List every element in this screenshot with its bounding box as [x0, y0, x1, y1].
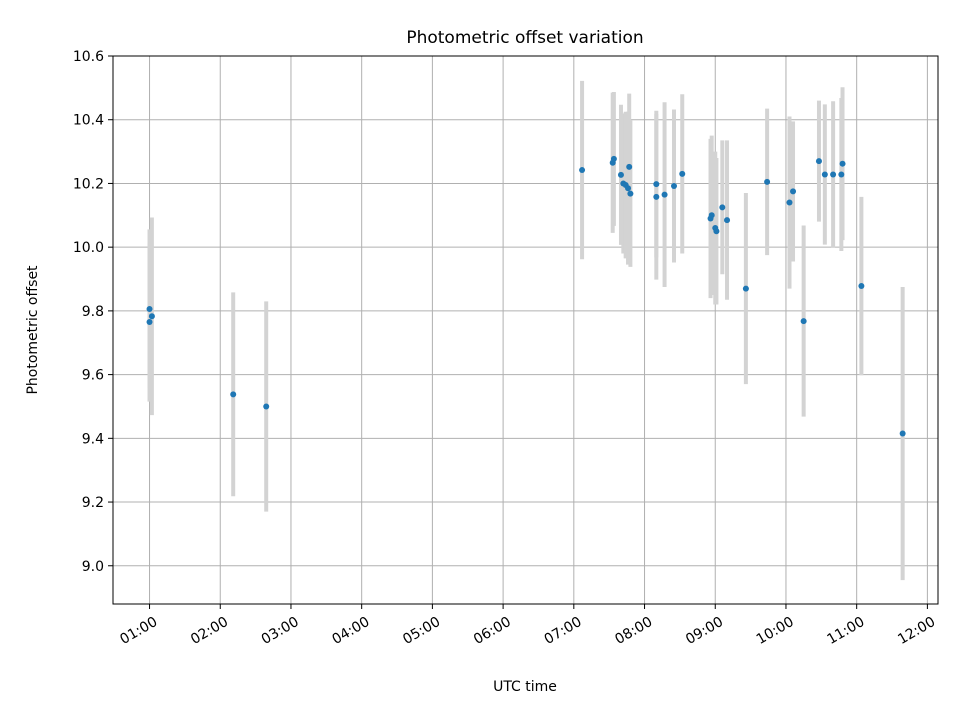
data-points	[146, 155, 906, 437]
data-point	[653, 193, 660, 200]
y-tick-label: 9.8	[82, 304, 104, 320]
y-axis-label: Photometric offset	[25, 265, 41, 395]
data-point	[579, 167, 586, 174]
data-point	[679, 170, 686, 177]
data-point	[719, 204, 726, 211]
y-tick-label: 9.2	[82, 495, 104, 511]
y-tick-label: 10.4	[73, 113, 104, 129]
y-tick-label: 9.4	[82, 431, 104, 447]
data-point	[821, 171, 828, 178]
data-point	[815, 158, 822, 165]
data-point	[708, 212, 715, 219]
data-point	[838, 171, 845, 178]
data-point	[764, 178, 771, 185]
data-point	[626, 163, 633, 170]
data-point	[263, 403, 270, 410]
data-point	[230, 391, 237, 398]
y-axis: 9.0 9.2 9.4 9.6 9.8 10.0 10.2 10.4 10.6	[73, 49, 113, 575]
data-point	[610, 155, 617, 162]
y-tick-label: 9.0	[82, 559, 104, 575]
data-point	[627, 190, 634, 197]
data-point	[713, 228, 720, 235]
data-point	[830, 171, 837, 178]
data-point	[790, 188, 797, 195]
y-tick-label: 9.6	[82, 368, 104, 384]
data-point	[661, 191, 668, 198]
data-point	[786, 199, 793, 206]
chart-title: Photometric offset variation	[406, 28, 643, 48]
data-point	[671, 182, 677, 189]
data-point	[800, 318, 807, 325]
data-point	[839, 160, 846, 167]
data-point	[653, 181, 660, 188]
y-tick-label: 10.0	[73, 240, 104, 256]
grid	[113, 55, 938, 604]
data-point	[899, 430, 906, 437]
plot-frame	[112, 55, 939, 605]
data-point	[858, 283, 865, 290]
data-point	[146, 305, 153, 312]
data-point	[148, 313, 155, 320]
data-point	[146, 319, 153, 326]
data-point	[625, 185, 632, 192]
data-point	[724, 217, 731, 224]
x-axis-label: UTC time	[493, 679, 557, 695]
y-tick-label: 10.2	[73, 176, 104, 192]
data-point	[617, 171, 624, 178]
y-tick-label: 10.6	[73, 49, 104, 65]
data-point	[742, 285, 749, 292]
